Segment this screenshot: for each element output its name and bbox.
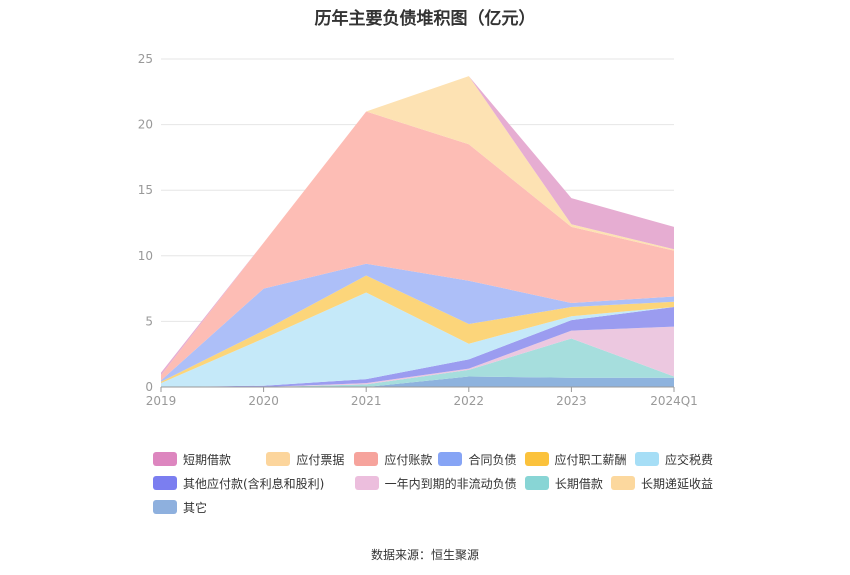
legend-label: 应付账款 — [384, 452, 433, 467]
legend-swatch — [610, 476, 635, 490]
chart-title: 历年主要负债堆积图（亿元） — [314, 9, 536, 29]
legend-label: 应交税费 — [664, 452, 713, 467]
area-应交税费 — [161, 292, 674, 387]
area-一年内到期的非流动负债 — [161, 326, 674, 387]
y-tick-label: 20 — [138, 118, 153, 132]
legend-swatch — [524, 452, 549, 466]
area-series — [161, 76, 674, 387]
legend-item[interactable]: 长期递延收益 — [610, 475, 713, 492]
y-tick-label: 10 — [138, 249, 153, 263]
legend-label: 合同负债 — [468, 452, 517, 467]
x-tick-label: 2020 — [248, 394, 279, 408]
stacked-area-chart: 0 5 10 15 20 25 2019 2020 2021 2022 2023 2024Q1 — [138, 52, 698, 408]
legend-item[interactable]: 一年内到期的非流动负债 — [354, 475, 525, 492]
legend-label: 其它 — [183, 500, 208, 515]
legend-item[interactable]: 应交税费 — [634, 451, 713, 468]
legend-swatch — [438, 452, 463, 466]
legend-item[interactable]: 长期借款 — [524, 475, 611, 492]
area-其他应付款(含利息和股利) — [161, 307, 674, 387]
x-tick-label: 2021 — [351, 394, 382, 408]
axes: 0 5 10 15 20 25 2019 2020 2021 2022 2023 2024Q1 — [138, 52, 698, 408]
legend-row-1: 短期借款 应付票据 应付账款 合同负债 应付职工薪酬 应交税费 — [153, 447, 713, 471]
legend-item[interactable]: 合同负债 — [438, 451, 524, 468]
area-合同负债 — [161, 263, 674, 382]
data-source: 数据来源：恒生聚源 — [370, 548, 479, 562]
area-长期借款 — [161, 338, 674, 387]
y-tick-label: 5 — [145, 314, 153, 328]
y-tick-label: 0 — [145, 380, 153, 394]
legend-swatch — [153, 476, 177, 490]
legend-swatch — [634, 452, 659, 466]
legend-row-3: 其它 — [153, 495, 713, 519]
legend-label: 应付票据 — [296, 452, 345, 467]
legend-swatch — [266, 452, 291, 466]
x-tick-label: 2019 — [146, 394, 177, 408]
legend-label: 应付职工薪酬 — [554, 452, 627, 467]
legend: 短期借款 应付票据 应付账款 合同负债 应付职工薪酬 应交税费 其他应付款(含利… — [153, 447, 713, 519]
legend-item[interactable]: 应付账款 — [354, 451, 438, 468]
x-tick-label: 2024Q1 — [650, 394, 698, 408]
legend-swatch — [153, 452, 177, 466]
legend-label: 长期递延收益 — [640, 476, 713, 491]
legend-label: 其他应付款(含利息和股利) — [183, 476, 325, 491]
legend-item[interactable]: 应付职工薪酬 — [524, 451, 635, 468]
legend-swatch — [153, 500, 177, 514]
area-应付账款 — [161, 111, 674, 381]
legend-label: 长期借款 — [554, 476, 603, 491]
legend-item[interactable]: 其它 — [153, 499, 207, 516]
legend-item[interactable]: 其他应付款(含利息和股利) — [153, 475, 355, 492]
legend-swatch — [524, 476, 549, 490]
y-tick-label: 25 — [138, 52, 153, 66]
x-tick-label: 2022 — [454, 394, 485, 408]
legend-item[interactable]: 应付票据 — [266, 451, 354, 468]
x-tick-label: 2023 — [556, 394, 587, 408]
legend-swatch — [354, 452, 379, 466]
legend-swatch — [354, 476, 379, 490]
legend-label: 一年内到期的非流动负债 — [384, 476, 517, 491]
legend-item[interactable]: 短期借款 — [153, 451, 266, 468]
legend-row-2: 其他应付款(含利息和股利) 一年内到期的非流动负债 长期借款 长期递延收益 — [153, 471, 713, 495]
legend-label: 短期借款 — [183, 452, 232, 467]
area-应付票据 — [161, 76, 674, 376]
y-tick-label: 15 — [138, 183, 153, 197]
